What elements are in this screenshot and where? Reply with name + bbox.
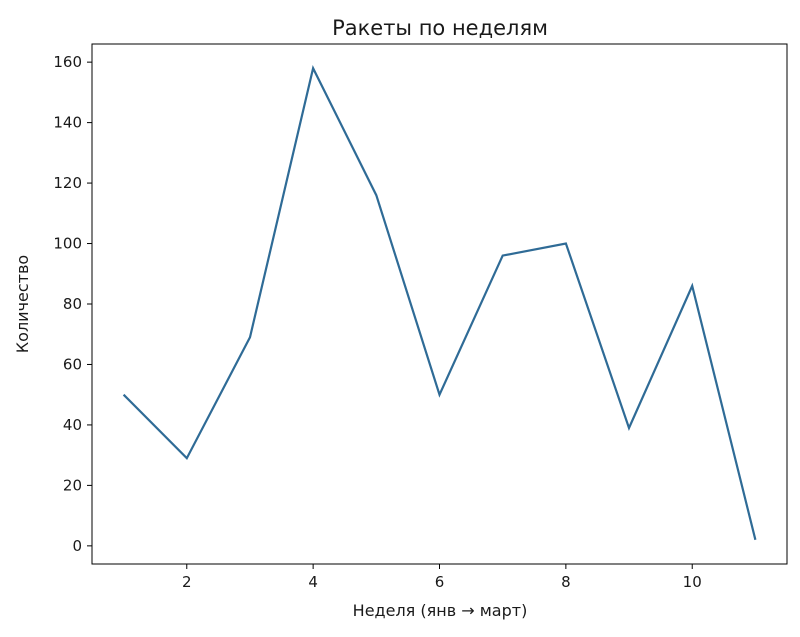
plot-frame: [91, 43, 788, 565]
x-tick-label: 10: [683, 573, 702, 591]
x-tick-label: 2: [182, 573, 192, 591]
x-tick-label: 4: [308, 573, 318, 591]
y-tick-label: 40: [63, 416, 82, 434]
x-axis-label: Неделя (янв → март): [353, 601, 528, 620]
y-tick-label: 20: [63, 476, 82, 494]
y-tick-label: 140: [53, 114, 82, 132]
y-tick-label: 100: [53, 235, 82, 253]
x-axis-ticks: 2 4 6 8 10: [182, 564, 702, 591]
series-line: [122, 64, 757, 541]
y-tick-label: 0: [72, 537, 82, 555]
x-tick-label: 6: [435, 573, 445, 591]
y-tick-label: 80: [63, 295, 82, 313]
y-tick-label: 60: [63, 355, 82, 373]
series-layer: [122, 64, 757, 541]
y-tick-label: 160: [53, 53, 82, 71]
y-axis-label: Количество: [13, 255, 32, 353]
y-axis-ticks: 0 20 40 60 80 100 120 140 160: [53, 53, 92, 555]
chart-title: Ракеты по неделям: [332, 16, 548, 40]
y-tick-label: 120: [53, 174, 82, 192]
x-tick-label: 8: [561, 573, 571, 591]
